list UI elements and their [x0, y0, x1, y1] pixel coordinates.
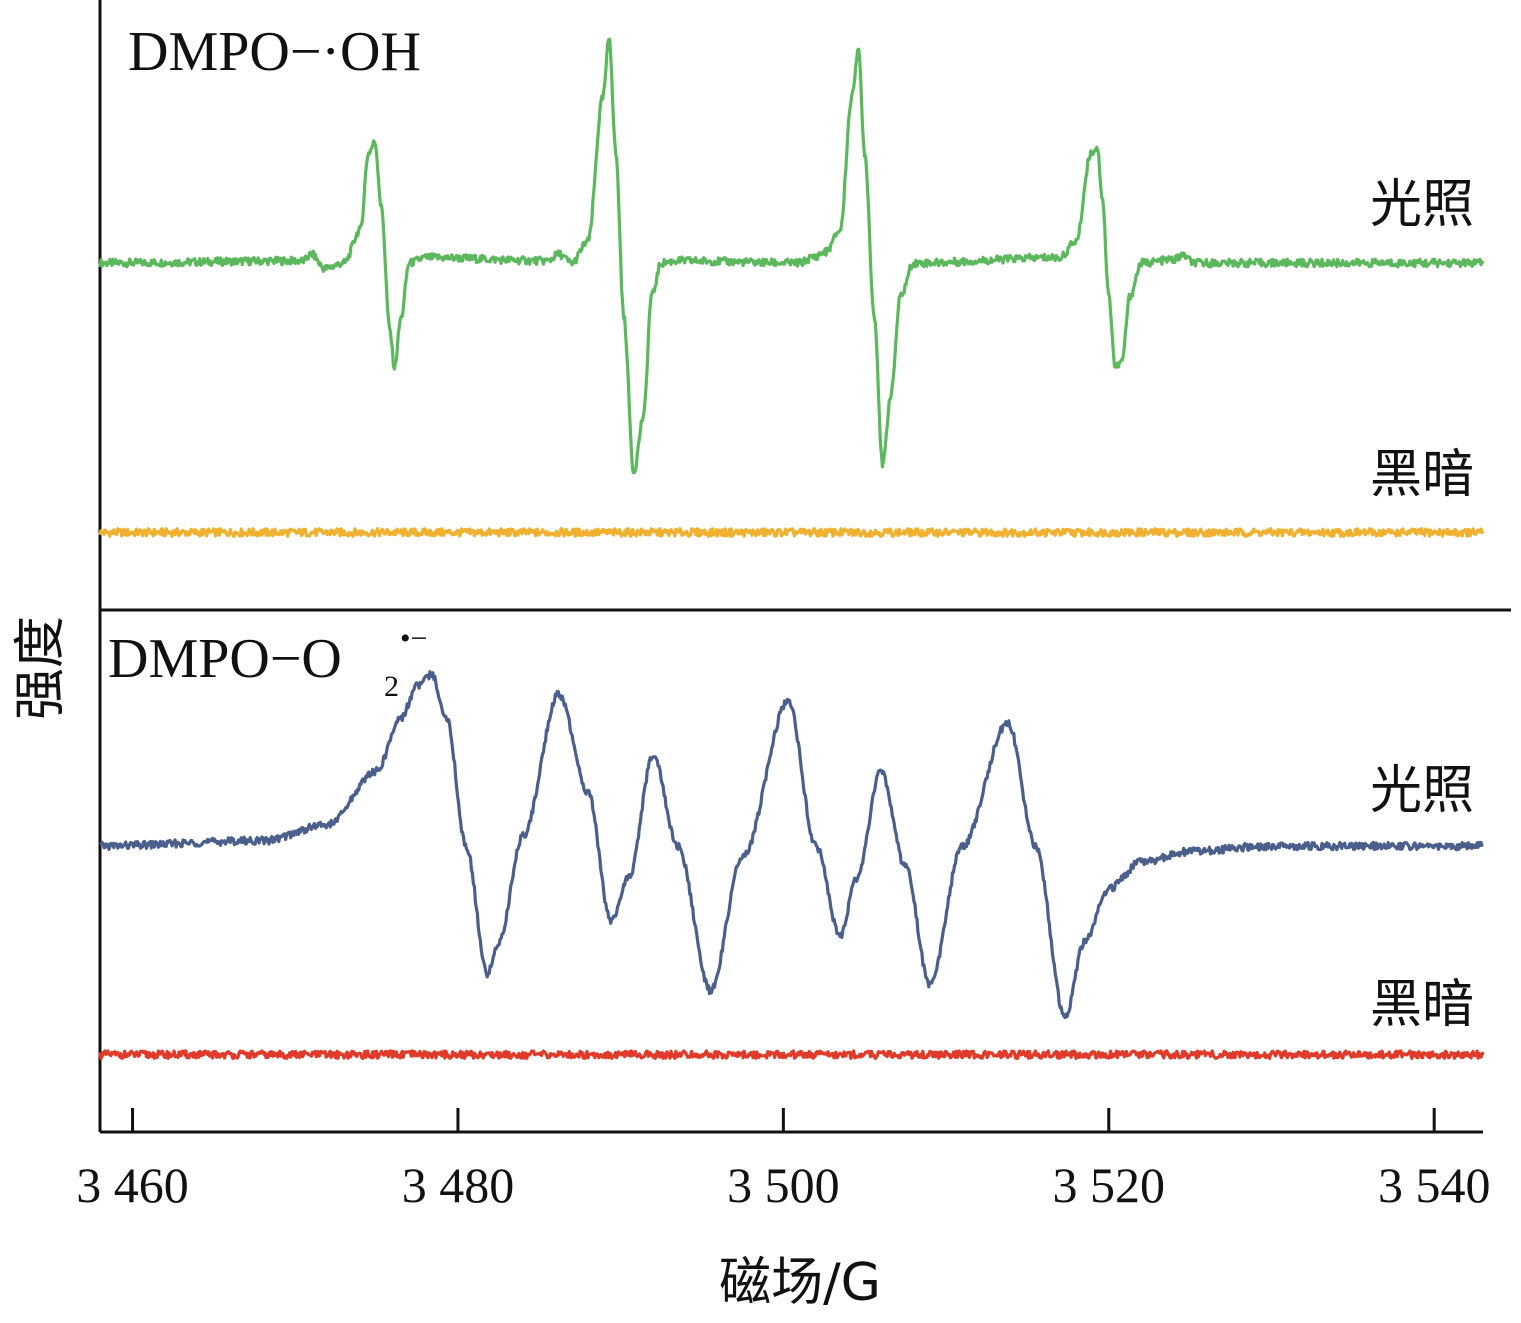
x-tick-label: 3 500 — [727, 1157, 840, 1213]
series-label-oh-light: 光照 — [1370, 175, 1474, 235]
panel-title-superscript: •− — [400, 622, 427, 655]
x-tick-label: 3 540 — [1378, 1157, 1491, 1213]
x-axis-title: 磁场/G — [719, 1253, 881, 1313]
series-line-oh-light — [98, 37, 1485, 475]
panel-title-o2: DMPO−O — [108, 628, 342, 690]
series-line-oh-dark — [98, 527, 1485, 538]
series-label-o2-dark: 黑暗 — [1370, 975, 1474, 1035]
axes-layer — [98, 0, 1511, 1134]
series-line-o2-dark — [98, 1049, 1485, 1061]
x-tick-label: 3 460 — [76, 1157, 189, 1213]
y-axis-title: 强度 — [11, 616, 71, 720]
x-tick-label: 3 480 — [402, 1157, 515, 1213]
text-layer: 磁场/G 强度 3 460 3 480 3 500 3 520 3 540 DMPO−·O… — [11, 21, 1490, 1313]
series-line-o2-light — [99, 670, 1484, 1020]
panel-title-oh: DMPO−·OH — [128, 21, 421, 83]
series-label-o2-light: 光照 — [1370, 761, 1474, 821]
x-tick-label: 3 520 — [1053, 1157, 1166, 1213]
series-layer — [98, 37, 1485, 1061]
panel-title-subscript: 2 — [384, 670, 399, 703]
series-label-oh-dark: 黑暗 — [1370, 445, 1474, 505]
